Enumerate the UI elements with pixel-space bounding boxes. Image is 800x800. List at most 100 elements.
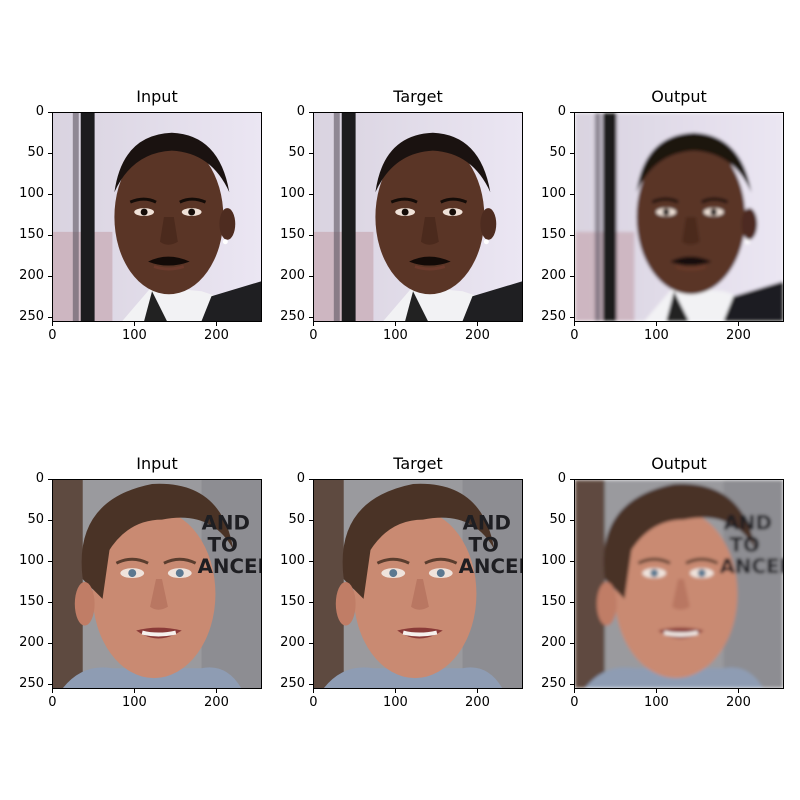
x-tick-mark (738, 322, 740, 326)
y-tick-mark (309, 643, 313, 645)
x-tick-label: 100 (644, 328, 669, 343)
y-tick-label: 50 (288, 512, 305, 528)
y-tick-mark (570, 561, 574, 563)
face-image: AND TO ANCER (574, 479, 784, 689)
y-tick-mark (570, 479, 574, 481)
x-tick-mark (313, 689, 315, 693)
svg-text:ANCER: ANCER (198, 555, 261, 578)
svg-text:AND: AND (202, 512, 250, 535)
y-tick-mark (309, 520, 313, 522)
x-tick-label: 0 (570, 695, 579, 710)
y-tick-mark (309, 112, 313, 114)
panel-input-row-1 (52, 112, 262, 322)
x-tick-mark (574, 689, 576, 693)
y-tick-mark (309, 561, 313, 563)
y-tick-mark (309, 276, 313, 278)
x-tick-mark (395, 689, 397, 693)
y-tick-label: 100 (19, 553, 44, 569)
panel-title: Input (136, 87, 178, 106)
y-tick-mark (309, 317, 313, 319)
y-tick-label: 100 (19, 186, 44, 202)
y-tick-mark (570, 112, 574, 114)
panel-input-row-2: AND TO ANCER (52, 479, 262, 689)
y-tick-label: 100 (280, 186, 305, 202)
y-tick-mark (309, 602, 313, 604)
y-tick-label: 200 (280, 268, 305, 284)
y-tick-mark (48, 602, 52, 604)
x-tick-mark (216, 322, 218, 326)
panel-target-row-2: AND TO ANCER (313, 479, 523, 689)
y-tick-mark (309, 153, 313, 155)
y-tick-label: 200 (541, 268, 566, 284)
x-tick-label: 0 (309, 695, 318, 710)
y-tick-label: 50 (549, 512, 566, 528)
y-tick-mark (570, 317, 574, 319)
x-tick-mark (738, 689, 740, 693)
panel-title: Output (651, 87, 707, 106)
y-tick-label: 250 (19, 309, 44, 325)
y-tick-label: 250 (19, 676, 44, 692)
svg-text:ANCER: ANCER (459, 555, 522, 578)
x-tick-mark (52, 322, 54, 326)
y-tick-mark (48, 643, 52, 645)
y-tick-label: 0 (296, 471, 305, 487)
x-tick-label: 200 (204, 328, 229, 343)
svg-text:AND: AND (724, 512, 772, 535)
x-tick-mark (216, 689, 218, 693)
y-tick-label: 100 (541, 186, 566, 202)
y-tick-mark (48, 235, 52, 237)
face-image (574, 112, 784, 322)
panel-title: Target (393, 454, 443, 473)
y-tick-label: 50 (288, 145, 305, 161)
y-tick-mark (309, 684, 313, 686)
y-tick-label: 150 (19, 227, 44, 243)
y-tick-label: 0 (557, 104, 566, 120)
y-tick-mark (309, 194, 313, 196)
y-tick-mark (48, 317, 52, 319)
x-tick-label: 200 (726, 328, 751, 343)
y-tick-label: 250 (280, 309, 305, 325)
svg-text:TO: TO (469, 533, 499, 556)
y-tick-mark (48, 561, 52, 563)
svg-text:AND: AND (463, 512, 511, 535)
y-tick-mark (48, 684, 52, 686)
y-tick-label: 150 (541, 227, 566, 243)
x-tick-label: 100 (122, 695, 147, 710)
y-tick-label: 150 (280, 594, 305, 610)
y-tick-mark (570, 194, 574, 196)
y-tick-mark (309, 479, 313, 481)
y-tick-mark (309, 235, 313, 237)
x-tick-label: 0 (570, 328, 579, 343)
face-image (52, 112, 262, 322)
x-tick-mark (52, 689, 54, 693)
y-tick-label: 200 (19, 635, 44, 651)
y-tick-mark (48, 276, 52, 278)
y-tick-label: 150 (280, 227, 305, 243)
face-image: AND TO ANCER (313, 479, 523, 689)
y-tick-label: 0 (557, 471, 566, 487)
panel-title: Output (651, 454, 707, 473)
face-image (313, 112, 523, 322)
x-tick-label: 200 (465, 695, 490, 710)
y-tick-label: 200 (19, 268, 44, 284)
panel-target-row-1 (313, 112, 523, 322)
y-tick-label: 100 (280, 553, 305, 569)
x-tick-label: 100 (383, 328, 408, 343)
panel-title: Input (136, 454, 178, 473)
x-tick-mark (574, 322, 576, 326)
y-tick-label: 50 (549, 145, 566, 161)
y-tick-label: 50 (27, 512, 44, 528)
y-tick-label: 250 (541, 309, 566, 325)
panel-title: Target (393, 87, 443, 106)
y-tick-mark (570, 643, 574, 645)
x-tick-mark (313, 322, 315, 326)
x-tick-mark (134, 689, 136, 693)
y-tick-mark (570, 684, 574, 686)
y-tick-mark (48, 153, 52, 155)
y-tick-label: 50 (27, 145, 44, 161)
y-tick-label: 100 (541, 553, 566, 569)
panel-output-row-1 (574, 112, 784, 322)
y-tick-mark (570, 153, 574, 155)
y-tick-mark (48, 112, 52, 114)
y-tick-label: 150 (541, 594, 566, 610)
